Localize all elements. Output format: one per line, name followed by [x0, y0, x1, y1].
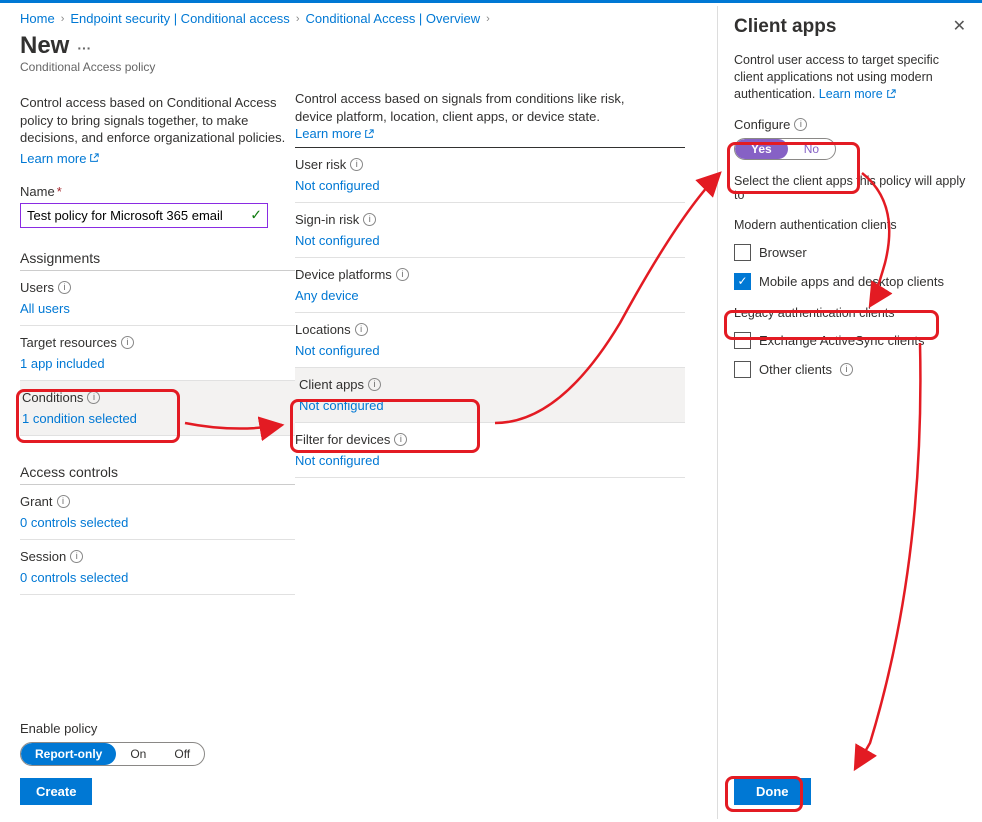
signin-risk-row[interactable]: Sign-in risk i Not configured: [295, 203, 685, 258]
breadcrumb-sep: ›: [486, 13, 490, 25]
conditions-row[interactable]: Conditions i 1 condition selected: [20, 381, 295, 436]
client-apps-value[interactable]: Not configured: [299, 398, 384, 413]
more-icon[interactable]: ···: [69, 40, 91, 56]
learn-more-link[interactable]: Learn more: [20, 151, 99, 166]
info-icon[interactable]: i: [794, 118, 807, 131]
device-platforms-value[interactable]: Any device: [295, 288, 359, 303]
info-icon[interactable]: i: [840, 363, 853, 376]
other-label: Other clients: [759, 362, 832, 377]
browser-label: Browser: [759, 245, 807, 260]
filter-devices-value[interactable]: Not configured: [295, 453, 380, 468]
info-icon[interactable]: i: [58, 281, 71, 294]
external-link-icon: [89, 153, 99, 163]
conditions-description: Control access based on signals from con…: [295, 91, 624, 124]
eas-label: Exchange ActiveSync clients: [759, 333, 924, 348]
client-apps-row[interactable]: Client apps i Not configured: [295, 368, 685, 423]
toggle-report-only[interactable]: Report-only: [21, 743, 116, 765]
session-value-link[interactable]: 0 controls selected: [20, 570, 128, 585]
info-icon[interactable]: i: [121, 336, 134, 349]
other-checkbox[interactable]: [734, 361, 751, 378]
user-risk-row[interactable]: User risk i Not configured: [295, 148, 685, 203]
done-button[interactable]: Done: [734, 778, 811, 805]
client-apps-panel: Client apps ✕ Control user access to tar…: [717, 6, 982, 819]
info-icon[interactable]: i: [57, 495, 70, 508]
enable-policy-label: Enable policy: [20, 721, 700, 736]
toggle-off[interactable]: Off: [160, 743, 204, 765]
policy-description: Control access based on Conditional Acce…: [20, 94, 295, 147]
eas-checkbox[interactable]: [734, 332, 751, 349]
breadcrumb-sep: ›: [296, 13, 300, 25]
info-icon[interactable]: i: [70, 550, 83, 563]
mobile-checkbox[interactable]: ✓: [734, 273, 751, 290]
device-platforms-row[interactable]: Device platforms i Any device: [295, 258, 685, 313]
configure-label: Configure: [734, 117, 790, 132]
browser-checkbox-row[interactable]: Browser: [734, 244, 966, 261]
session-row[interactable]: Session i 0 controls selected: [20, 540, 295, 595]
other-checkbox-row[interactable]: Other clients i: [734, 361, 966, 378]
mobile-checkbox-row[interactable]: ✓ Mobile apps and desktop clients: [734, 273, 966, 290]
info-icon[interactable]: i: [396, 268, 409, 281]
breadcrumb-home[interactable]: Home: [20, 11, 55, 26]
conditions-column: Control access based on signals from con…: [295, 30, 695, 595]
bottom-bar: Enable policy Report-only On Off Create: [20, 721, 700, 805]
users-value-link[interactable]: All users: [20, 301, 70, 316]
locations-row[interactable]: Locations i Not configured: [295, 313, 685, 368]
grant-row[interactable]: Grant i 0 controls selected: [20, 485, 295, 540]
valid-check-icon: ✓: [250, 207, 262, 224]
panel-learn-more-link[interactable]: Learn more: [819, 86, 896, 103]
mobile-label: Mobile apps and desktop clients: [759, 274, 944, 289]
page-subtitle: Conditional Access policy: [20, 60, 295, 74]
info-icon[interactable]: i: [350, 158, 363, 171]
external-link-icon: [364, 129, 374, 139]
toggle-on[interactable]: On: [116, 743, 160, 765]
grant-value-link[interactable]: 0 controls selected: [20, 515, 128, 530]
configure-yes[interactable]: Yes: [735, 139, 788, 159]
target-value-link[interactable]: 1 app included: [20, 356, 105, 371]
legacy-clients-label: Legacy authentication clients: [734, 306, 966, 320]
browser-checkbox[interactable]: [734, 244, 751, 261]
external-link-icon: [886, 89, 896, 99]
name-label: Name*: [20, 184, 295, 199]
close-icon[interactable]: ✕: [953, 16, 966, 36]
conditions-value-link[interactable]: 1 condition selected: [22, 411, 137, 426]
configure-no[interactable]: No: [788, 139, 835, 159]
info-icon[interactable]: i: [368, 378, 381, 391]
configure-toggle[interactable]: Yes No: [734, 138, 836, 160]
breadcrumb-endpoint-security[interactable]: Endpoint security | Conditional access: [70, 11, 289, 26]
filter-devices-row[interactable]: Filter for devices i Not configured: [295, 423, 685, 478]
user-risk-value[interactable]: Not configured: [295, 178, 380, 193]
panel-title: Client apps: [734, 16, 836, 38]
policy-name-input[interactable]: [20, 203, 268, 228]
breadcrumb-sep: ›: [61, 13, 65, 25]
select-apps-text: Select the client apps this policy will …: [734, 174, 966, 202]
modern-clients-label: Modern authentication clients: [734, 218, 966, 232]
locations-value[interactable]: Not configured: [295, 343, 380, 358]
left-column: New··· Conditional Access policy Control…: [0, 30, 295, 595]
breadcrumb-conditional-access[interactable]: Conditional Access | Overview: [305, 11, 480, 26]
page-title: New···: [20, 32, 295, 60]
info-icon[interactable]: i: [87, 391, 100, 404]
info-icon[interactable]: i: [394, 433, 407, 446]
enable-policy-toggle[interactable]: Report-only On Off: [20, 742, 205, 766]
create-button[interactable]: Create: [20, 778, 92, 805]
info-icon[interactable]: i: [363, 213, 376, 226]
eas-checkbox-row[interactable]: Exchange ActiveSync clients: [734, 332, 966, 349]
assignments-heading: Assignments: [20, 250, 295, 271]
target-resources-row[interactable]: Target resources i 1 app included: [20, 326, 295, 381]
users-row[interactable]: Users i All users: [20, 271, 295, 326]
access-controls-heading: Access controls: [20, 464, 295, 485]
info-icon[interactable]: i: [355, 323, 368, 336]
learn-more-conditions-link[interactable]: Learn more: [295, 125, 374, 143]
signin-risk-value[interactable]: Not configured: [295, 233, 380, 248]
